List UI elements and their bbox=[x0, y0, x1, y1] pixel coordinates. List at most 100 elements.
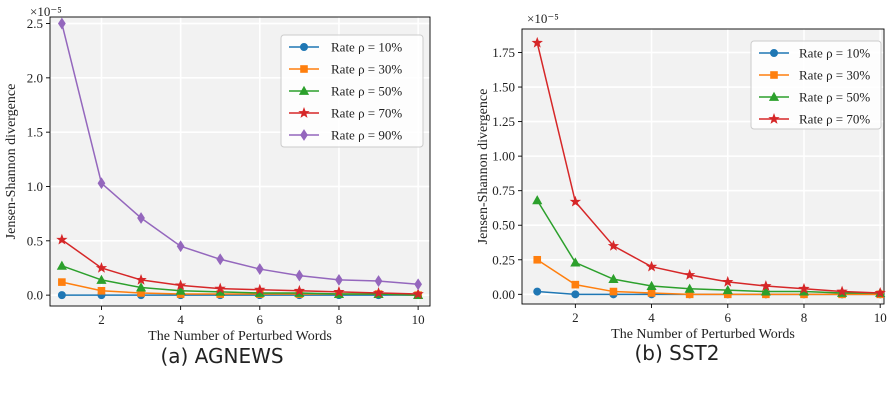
data-point bbox=[569, 195, 582, 207]
data-point bbox=[216, 253, 225, 266]
data-point bbox=[571, 280, 580, 289]
legend-label: Rate ρ = 30% bbox=[331, 62, 402, 77]
x-tick-label: 4 bbox=[648, 310, 655, 325]
data-point bbox=[335, 273, 343, 286]
legend-marker bbox=[300, 129, 308, 141]
x-tick-label: 6 bbox=[725, 310, 732, 325]
data-point bbox=[609, 287, 618, 296]
data-point bbox=[374, 275, 383, 287]
data-point bbox=[645, 260, 658, 272]
legend: Rate ρ = 10% Rate ρ = 30% Rate ρ = 50% Rate… bbox=[750, 40, 882, 130]
series-4 bbox=[531, 36, 886, 298]
y-tick-label: 2.0 bbox=[27, 70, 43, 85]
legend-marker bbox=[770, 49, 779, 58]
data-point bbox=[533, 255, 542, 264]
data-point bbox=[372, 287, 385, 298]
series-line bbox=[61, 265, 419, 296]
data-point bbox=[58, 278, 66, 286]
data-point bbox=[414, 278, 423, 291]
legend-label: Rate ρ = 50% bbox=[331, 84, 402, 99]
subfigure-caption: (a) AGNEWS bbox=[160, 344, 283, 368]
x-tick-label: 2 bbox=[98, 312, 105, 327]
data-point bbox=[295, 269, 304, 282]
y-tick-label: 0.0 bbox=[27, 288, 43, 303]
data-point bbox=[836, 285, 848, 297]
data-point bbox=[96, 274, 107, 284]
data-point bbox=[57, 291, 66, 300]
y-scale-multiplier: ×10⁻⁵ bbox=[527, 11, 559, 26]
legend-label: Rate ρ = 30% bbox=[799, 68, 870, 83]
y-tick-label: 1.25 bbox=[492, 114, 515, 129]
y-tick-label: 0.00 bbox=[492, 287, 515, 302]
data-point bbox=[722, 275, 734, 287]
y-tick-label: 1.00 bbox=[492, 149, 515, 164]
data-point bbox=[531, 36, 543, 48]
legend-marker bbox=[299, 43, 308, 52]
x-axis-label: The Number of Perturbed Words bbox=[148, 329, 332, 344]
legend-box bbox=[280, 34, 424, 148]
data-point bbox=[874, 286, 886, 298]
data-point bbox=[798, 282, 810, 294]
data-point bbox=[333, 285, 345, 297]
legend-marker bbox=[770, 71, 778, 79]
legend-label: Rate ρ = 90% bbox=[331, 128, 402, 143]
series-line bbox=[536, 199, 881, 294]
series-line bbox=[536, 259, 881, 296]
data-point bbox=[176, 240, 185, 253]
data-point bbox=[57, 17, 66, 30]
series-5 bbox=[57, 17, 423, 291]
legend-label: Rate ρ = 50% bbox=[799, 90, 870, 105]
data-point bbox=[175, 285, 186, 295]
data-point bbox=[137, 212, 145, 224]
data-point bbox=[412, 288, 424, 299]
y-tick-label: 1.5 bbox=[27, 125, 43, 140]
data-point bbox=[56, 260, 67, 270]
data-point bbox=[684, 283, 695, 293]
y-tick-label: 1.0 bbox=[27, 179, 43, 194]
data-point bbox=[760, 280, 772, 291]
data-point bbox=[293, 284, 306, 296]
x-tick-label: 8 bbox=[801, 310, 808, 325]
chart-sst2: 2 4 6 8 10 0.00 0.25 0.50 0.75 1.00 1.25 1.50 1.75 Th… bbox=[476, 11, 887, 365]
data-point bbox=[255, 263, 264, 275]
legend-marker bbox=[768, 91, 780, 101]
subfigure-caption: (b) SST2 bbox=[635, 341, 720, 365]
data-point bbox=[135, 273, 147, 285]
data-point bbox=[608, 273, 619, 284]
series-line bbox=[536, 42, 881, 294]
data-point bbox=[533, 287, 542, 296]
legend: Rate ρ = 10% Rate ρ = 30% Rate ρ = 50% Rate… bbox=[280, 34, 424, 148]
y-axis-label: Jensen-Shannon divergence bbox=[4, 84, 19, 240]
series-line bbox=[61, 23, 419, 286]
x-axis-label: The Number of Perturbed Words bbox=[611, 327, 795, 342]
data-point bbox=[684, 269, 696, 280]
data-point bbox=[254, 283, 266, 295]
x-tick-label: 10 bbox=[874, 310, 887, 325]
legend-label: Rate ρ = 70% bbox=[799, 112, 870, 127]
legend-marker bbox=[768, 113, 780, 124]
x-tick-label: 8 bbox=[336, 312, 343, 327]
data-point bbox=[570, 257, 581, 267]
x-tick-label: 2 bbox=[572, 310, 579, 325]
data-point bbox=[97, 286, 106, 295]
y-tick-label: 0.25 bbox=[492, 252, 515, 267]
legend-marker bbox=[300, 65, 308, 73]
y-tick-label: 0.5 bbox=[27, 233, 43, 248]
data-point bbox=[760, 286, 771, 296]
data-point bbox=[214, 282, 226, 294]
data-point bbox=[722, 284, 733, 295]
legend-marker bbox=[298, 85, 310, 95]
series-line bbox=[61, 239, 419, 295]
legend-label: Rate ρ = 10% bbox=[799, 46, 870, 61]
chart-agnews: 2 4 6 8 10 0.0 0.5 1.0 1.5 2.0 2.5 The Number of Pe… bbox=[4, 4, 431, 368]
y-axis-label: Jensen-Shannon divergence bbox=[476, 89, 491, 245]
data-point bbox=[646, 280, 657, 290]
legend-marker bbox=[298, 107, 310, 118]
x-tick-label: 6 bbox=[257, 312, 264, 327]
y-tick-label: 0.75 bbox=[492, 183, 515, 198]
data-point bbox=[97, 177, 106, 190]
data-point bbox=[647, 289, 656, 297]
legend-label: Rate ρ = 10% bbox=[331, 40, 402, 55]
data-point bbox=[571, 290, 580, 299]
